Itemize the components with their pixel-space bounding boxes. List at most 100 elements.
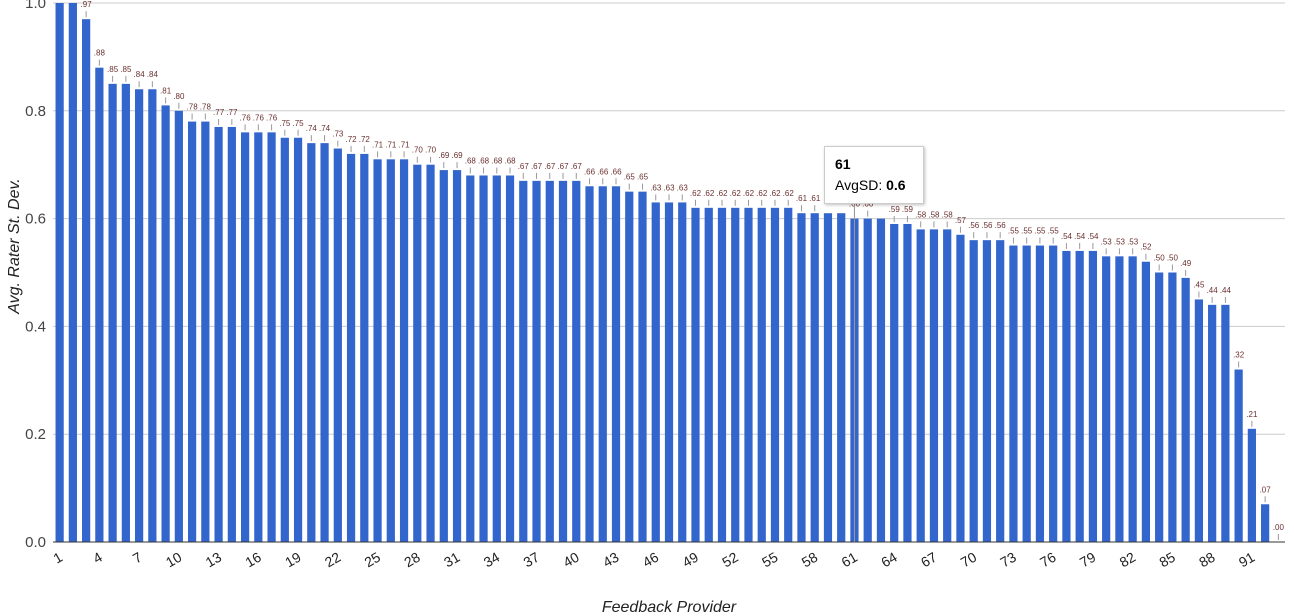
- bar[interactable]: [558, 180, 568, 542]
- bar[interactable]: [1022, 245, 1031, 543]
- bar[interactable]: [1062, 250, 1071, 542]
- bar[interactable]: [439, 170, 448, 542]
- bar[interactable]: [68, 3, 77, 542]
- bar[interactable]: [108, 83, 117, 542]
- bar[interactable]: [320, 143, 329, 542]
- bar[interactable]: [1141, 261, 1151, 542]
- bar[interactable]: [757, 207, 766, 542]
- bar[interactable]: [717, 207, 727, 542]
- bar[interactable]: [903, 223, 912, 543]
- bar[interactable]: [651, 202, 660, 542]
- bar[interactable]: [1128, 256, 1137, 542]
- bar[interactable]: [823, 213, 833, 542]
- bar[interactable]: [1247, 428, 1256, 542]
- bar[interactable]: [82, 19, 91, 543]
- bar[interactable]: [333, 148, 342, 542]
- bar[interactable]: [466, 175, 475, 543]
- bar[interactable]: [174, 110, 183, 543]
- bar[interactable]: [121, 83, 130, 542]
- bar[interactable]: [1088, 250, 1098, 542]
- bar[interactable]: [399, 159, 409, 542]
- bar[interactable]: [929, 229, 939, 542]
- bar[interactable]: [373, 159, 382, 542]
- bar[interactable]: [293, 137, 303, 542]
- bar[interactable]: [982, 240, 992, 542]
- bar[interactable]: [505, 175, 515, 543]
- bar[interactable]: [704, 207, 713, 542]
- bar[interactable]: [95, 67, 104, 543]
- bar[interactable]: [280, 137, 289, 542]
- bar[interactable]: [1075, 250, 1084, 542]
- bar[interactable]: [810, 213, 819, 542]
- bar[interactable]: [770, 207, 780, 542]
- bar[interactable]: [784, 207, 793, 542]
- bar[interactable]: [360, 153, 369, 543]
- bar[interactable]: [664, 202, 674, 542]
- bar[interactable]: [744, 207, 753, 542]
- bar[interactable]: [1168, 272, 1177, 543]
- bar[interactable]: [532, 180, 541, 542]
- x-tick-label: 40: [560, 549, 582, 571]
- bar[interactable]: [413, 164, 422, 542]
- bar[interactable]: [585, 186, 594, 542]
- data-label: .58: [928, 210, 940, 219]
- bar[interactable]: [161, 105, 170, 542]
- bar[interactable]: [479, 175, 488, 543]
- data-label: .63: [663, 183, 675, 192]
- bar[interactable]: [638, 191, 647, 542]
- bar[interactable]: [267, 132, 276, 543]
- bar[interactable]: [611, 186, 621, 542]
- bar[interactable]: [187, 121, 197, 542]
- bar[interactable]: [492, 175, 501, 543]
- bar[interactable]: [1155, 272, 1164, 543]
- bar[interactable]: [346, 153, 356, 543]
- bar[interactable]: [1234, 369, 1243, 542]
- bar[interactable]: [240, 132, 250, 543]
- bar[interactable]: [691, 207, 700, 542]
- bar[interactable]: [214, 126, 223, 542]
- bar[interactable]: [1194, 299, 1203, 542]
- bar[interactable]: [254, 132, 263, 543]
- bar[interactable]: [969, 240, 978, 542]
- x-tick-label: 82: [1117, 549, 1139, 571]
- bar[interactable]: [201, 121, 210, 542]
- data-label: .62: [716, 189, 728, 198]
- bar[interactable]: [1035, 245, 1045, 543]
- bar[interactable]: [837, 213, 846, 542]
- bar[interactable]: [876, 218, 886, 542]
- bar[interactable]: [956, 234, 965, 542]
- bar[interactable]: [135, 89, 144, 543]
- bar[interactable]: [1208, 304, 1217, 542]
- bar[interactable]: [386, 159, 395, 542]
- bar[interactable]: [625, 191, 634, 542]
- data-label: .44: [1220, 286, 1232, 295]
- bar[interactable]: [1261, 504, 1270, 542]
- bar[interactable]: [519, 180, 528, 542]
- bar[interactable]: [943, 229, 952, 542]
- bar[interactable]: [148, 89, 157, 543]
- bar[interactable]: [1009, 245, 1018, 543]
- bar[interactable]: [1115, 256, 1124, 542]
- bar[interactable]: [1181, 277, 1190, 542]
- bar[interactable]: [426, 164, 435, 542]
- bar[interactable]: [863, 218, 872, 542]
- bar[interactable]: [1049, 245, 1058, 543]
- data-label: .00: [1273, 523, 1285, 532]
- bar[interactable]: [545, 180, 554, 542]
- bar[interactable]: [1221, 304, 1230, 542]
- bar[interactable]: [55, 3, 64, 542]
- bar[interactable]: [227, 126, 236, 542]
- bar[interactable]: [307, 143, 316, 542]
- bar[interactable]: [598, 186, 607, 542]
- bar[interactable]: [452, 170, 462, 542]
- bar[interactable]: [797, 213, 806, 542]
- bar[interactable]: [731, 207, 740, 542]
- bar[interactable]: [678, 202, 687, 542]
- bar[interactable]: [572, 180, 581, 542]
- bar[interactable]: [890, 223, 899, 543]
- bar[interactable]: [1102, 256, 1111, 542]
- bar[interactable]: [916, 229, 925, 542]
- bar[interactable]: [996, 240, 1005, 542]
- tooltip-row: AvgSD: 0.6: [835, 177, 913, 193]
